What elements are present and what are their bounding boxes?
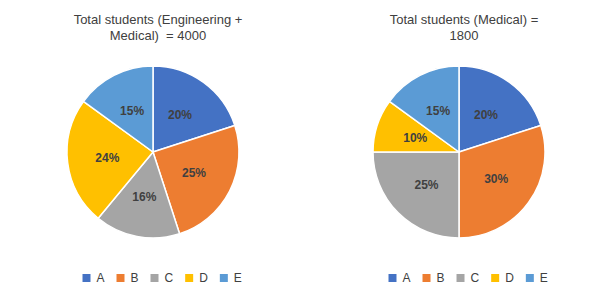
svg-text:C: C (471, 271, 480, 285)
svg-text:20%: 20% (168, 108, 192, 122)
svg-text:B: B (437, 271, 445, 285)
svg-text:1800: 1800 (450, 28, 479, 43)
svg-text:D: D (199, 271, 208, 285)
svg-text:16%: 16% (132, 190, 156, 204)
svg-text:15%: 15% (426, 104, 450, 118)
svg-text:25%: 25% (182, 166, 206, 180)
svg-text:20%: 20% (474, 108, 498, 122)
svg-text:25%: 25% (414, 178, 438, 192)
svg-text:E: E (540, 271, 548, 285)
svg-text:24%: 24% (95, 151, 119, 165)
svg-text:Medical) = 4000: Medical) = 4000 (110, 28, 206, 43)
svg-text:B: B (131, 271, 139, 285)
svg-text:E: E (234, 271, 242, 285)
svg-text:Total students (Engineering +: Total students (Engineering + (74, 12, 243, 27)
svg-text:D: D (505, 271, 514, 285)
svg-text:15%: 15% (120, 104, 144, 118)
svg-text:A: A (97, 271, 105, 285)
svg-text:30%: 30% (484, 172, 508, 186)
svg-text:C: C (165, 271, 174, 285)
svg-text:Total students (Medical) =: Total students (Medical) = (390, 12, 538, 27)
svg-text:A: A (403, 271, 411, 285)
svg-text:10%: 10% (403, 131, 427, 145)
